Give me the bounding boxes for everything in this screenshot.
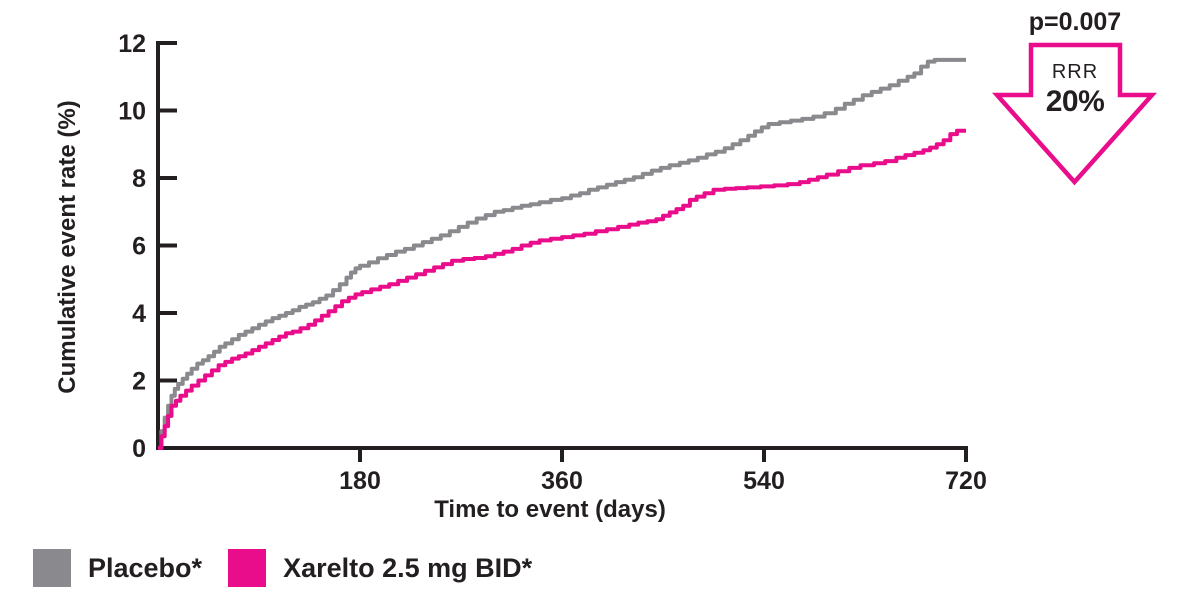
rrr-arrow-shape [991, 42, 1158, 186]
y-tick-label: 2 [132, 368, 146, 396]
y-tick-label: 6 [132, 233, 146, 261]
legend-label-xarelto: Xarelto 2.5 mg BID* [283, 552, 533, 583]
rrr-label: RRR [1051, 61, 1099, 83]
chart-legend: Placebo* Xarelto 2.5 mg BID* [33, 549, 532, 587]
placebo-color-swatch [33, 549, 71, 587]
y-tick-label: 10 [118, 98, 146, 126]
xarelto-color-swatch [228, 549, 267, 587]
legend-item-xarelto: Xarelto 2.5 mg BID* [228, 549, 532, 587]
y-tick-label: 8 [132, 165, 146, 193]
y-axis-title: Cumulative event rate (%) [54, 100, 81, 394]
legend-item-placebo: Placebo* [33, 549, 202, 587]
p-value-text: p=0.007 [1028, 8, 1122, 36]
legend-label-placebo: Placebo* [88, 552, 203, 583]
series-line-placebo [158, 57, 966, 450]
x-tick-label: 720 [945, 467, 987, 495]
x-tick-label: 180 [339, 467, 381, 495]
series-line-xarelto [158, 128, 966, 450]
x-tick-label: 540 [743, 467, 785, 495]
y-tick-label: 4 [132, 300, 146, 328]
x-tick-label: 360 [541, 467, 583, 495]
x-axis-title: Time to event (days) [434, 496, 666, 523]
y-tick-label: 12 [118, 30, 146, 58]
rrr-value: 20% [1045, 85, 1105, 118]
y-tick-label: 0 [132, 435, 146, 463]
